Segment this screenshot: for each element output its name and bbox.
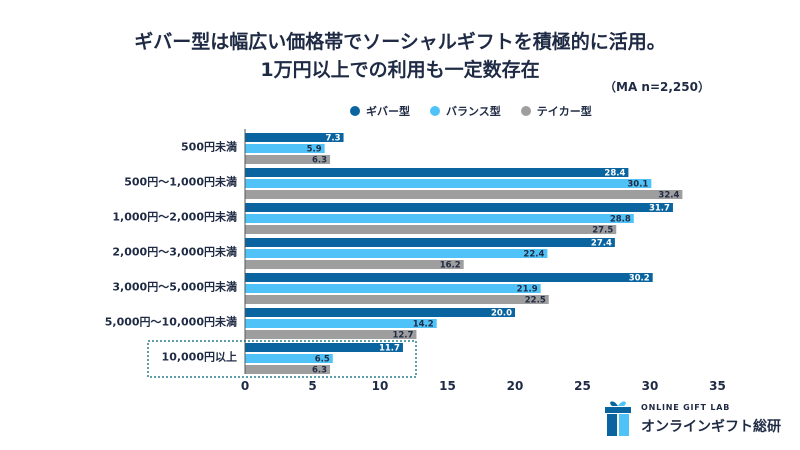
legend-swatch-balance	[430, 106, 440, 116]
bar	[245, 354, 333, 363]
data-label: 30.1	[627, 180, 648, 190]
bar	[245, 155, 331, 164]
bar	[245, 238, 615, 247]
bar	[245, 308, 515, 317]
category-label: 2,000円〜3,000円未満	[112, 245, 237, 259]
bar	[245, 330, 417, 339]
x-tick-label: 15	[439, 379, 456, 393]
data-label: 6.3	[312, 366, 327, 376]
x-tick-label: 20	[507, 379, 524, 393]
bar	[245, 179, 652, 188]
sample-note: （MA n=2,250）	[604, 80, 710, 94]
legend: ギバー型 バランス型 テイカー型	[350, 103, 592, 119]
bar	[245, 284, 541, 293]
data-label: 27.4	[591, 239, 612, 249]
legend-label-balance: バランス型	[446, 105, 501, 118]
title-line-2: 1万円以上での利用も一定数存在	[260, 59, 540, 81]
data-label: 5.9	[307, 145, 322, 155]
brand-name-ja: オンラインギフト総研	[641, 419, 781, 435]
chart-title: ギバー型は幅広い価格帯でソーシャルギフトを積極的に活用。 1万円以上での利用も一…	[0, 28, 800, 84]
bar	[245, 214, 634, 223]
bar	[245, 133, 344, 142]
data-label: 6.5	[315, 355, 330, 365]
data-label: 14.2	[413, 320, 434, 330]
title-line-1: ギバー型は幅広い価格帯でソーシャルギフトを積極的に活用。	[134, 31, 666, 53]
bar	[245, 365, 331, 374]
data-label: 12.7	[392, 331, 413, 341]
legend-item-taker: テイカー型	[520, 103, 592, 119]
data-label: 28.4	[604, 169, 625, 179]
category-label: 500円未満	[181, 140, 237, 154]
brand-name-en: ONLINE GIFT LAB	[641, 403, 731, 412]
x-tick-label: 30	[642, 379, 659, 393]
data-label: 20.0	[491, 309, 512, 319]
bar	[245, 319, 437, 328]
category-label: 5,000円〜10,000円未満	[105, 315, 237, 329]
highlight-box	[147, 340, 417, 378]
legend-item-giver: ギバー型	[350, 103, 410, 119]
bar	[245, 203, 673, 212]
bar	[245, 273, 653, 282]
data-label: 16.2	[440, 261, 461, 271]
data-label: 7.3	[325, 134, 340, 144]
data-label: 27.5	[592, 226, 613, 236]
bar	[245, 190, 683, 199]
category-label: 500円〜1,000円未満	[124, 175, 237, 189]
legend-item-balance: バランス型	[430, 103, 501, 119]
bar	[245, 144, 325, 153]
gift-box-icon	[605, 401, 631, 436]
bar	[245, 249, 548, 258]
legend-swatch-taker	[520, 106, 531, 116]
data-label: 31.7	[649, 204, 670, 214]
x-tick-label: 10	[372, 379, 389, 393]
category-label: 3,000円〜5,000円未満	[112, 280, 237, 294]
x-tick-label: 0	[241, 379, 249, 393]
data-label: 28.8	[610, 215, 631, 225]
data-label: 30.2	[629, 274, 650, 284]
brand-logo: ONLINE GIFT LAB オンラインギフト総研	[603, 398, 793, 440]
bar	[245, 343, 403, 352]
bar	[245, 225, 617, 234]
bar	[245, 168, 629, 177]
legend-label-taker: テイカー型	[536, 105, 592, 118]
x-tick-label: 25	[574, 379, 591, 393]
data-label: 11.7	[379, 344, 400, 354]
data-label: 6.3	[312, 156, 327, 166]
data-label: 22.4	[523, 250, 544, 260]
legend-label-giver: ギバー型	[366, 105, 410, 118]
legend-swatch-giver	[350, 106, 360, 116]
category-label: 1,000円〜2,000円未満	[112, 210, 237, 224]
data-label: 21.9	[517, 285, 538, 295]
data-label: 22.5	[525, 296, 546, 306]
data-label: 32.4	[658, 191, 679, 201]
x-tick-label: 35	[709, 379, 726, 393]
x-tick-label: 5	[308, 379, 316, 393]
bar	[245, 295, 549, 304]
bar	[245, 260, 464, 269]
category-label: 10,000円以上	[162, 350, 237, 364]
